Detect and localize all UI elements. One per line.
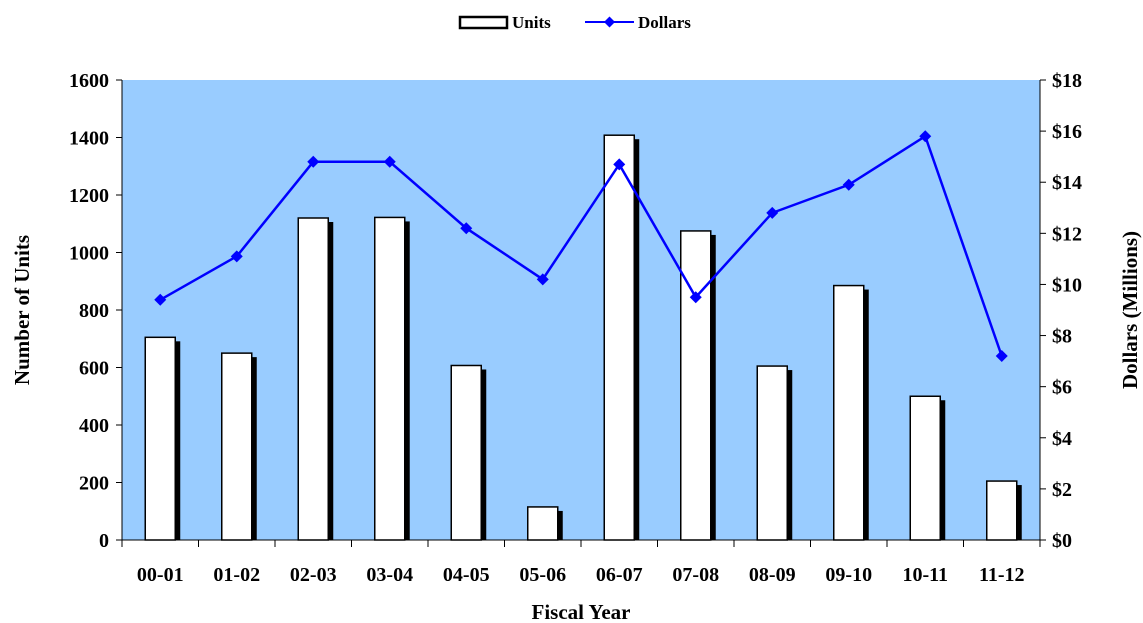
y-tick-label: 1200 [69, 185, 109, 207]
units-bar [909, 395, 941, 541]
dollars-marker [307, 155, 320, 168]
units-bar [756, 365, 788, 541]
y2-tick-label: $12 [1052, 223, 1082, 245]
dollars-marker [842, 178, 855, 191]
x-tick-label: 07-08 [672, 564, 719, 586]
dollars-marker [460, 222, 473, 235]
y2-tick-label: $10 [1052, 274, 1082, 296]
dollars-marker [536, 273, 549, 286]
y2-tick-label: $16 [1052, 121, 1082, 143]
legend: Units Dollars [458, 13, 691, 32]
y-tick-label: 1400 [69, 128, 109, 150]
dollars-marker [995, 350, 1008, 362]
dollars-marker [383, 155, 396, 168]
x-axis-ticks: 00-01 01-02 02-03 03-04 04-05 05-06 06-07 07-08… [121, 540, 1041, 586]
units-bar [603, 134, 635, 541]
y2-tick-label: $2 [1052, 479, 1072, 501]
x-tick-label: 00-01 [137, 564, 184, 586]
dollars-marker [919, 130, 932, 143]
y-tick-label: 800 [79, 300, 109, 322]
y-axis-title: Number of Units [10, 235, 34, 385]
x-tick-label: 01-02 [213, 564, 260, 586]
dollars-marker [766, 206, 779, 219]
y-tick-label: 400 [79, 415, 109, 437]
dollars-line [159, 134, 1003, 357]
legend-units-label: Units [512, 13, 551, 32]
x-tick-label: 06-07 [596, 564, 643, 586]
dollars-marker [154, 293, 167, 306]
x-tick-label: 02-03 [290, 564, 337, 586]
x-tick-label: 08-09 [749, 564, 796, 586]
units-bar [221, 352, 253, 541]
units-bar [986, 480, 1018, 541]
legend-units-swatch [458, 15, 509, 30]
y-tick-label: 1000 [69, 243, 109, 265]
y2-tick-label: $4 [1052, 428, 1072, 450]
dollars-line-layer [154, 130, 1008, 362]
x-axis-title: Fiscal Year [532, 600, 631, 623]
y2-tick-label: $18 [1052, 70, 1082, 92]
units-bar [833, 284, 865, 541]
y2-tick-label: $6 [1052, 377, 1072, 399]
y2-axis-ticks: $0 $2 $4 $6 $8 $10 $12 $14 $16 $18 [1040, 70, 1082, 552]
units-bar [450, 364, 482, 541]
dollars-marker [613, 158, 626, 171]
y-axis-ticks: 0 200 400 600 800 1000 1200 1400 1600 [69, 70, 122, 552]
x-tick-label: 04-05 [443, 564, 490, 586]
y2-tick-label: $8 [1052, 326, 1072, 348]
y-tick-label: 1600 [69, 70, 109, 92]
y2-tick-label: $14 [1052, 172, 1082, 194]
x-tick-label: 05-06 [519, 564, 566, 586]
x-tick-label: 10-11 [902, 564, 948, 586]
y-tick-label: 0 [99, 530, 109, 552]
y-tick-label: 200 [79, 473, 109, 495]
y-tick-label: 600 [79, 358, 109, 380]
units-bar [297, 217, 329, 541]
x-tick-label: 03-04 [366, 564, 413, 586]
units-bar [527, 506, 559, 541]
plot-area [122, 80, 1040, 540]
units-bar [374, 216, 406, 541]
legend-dollars-marker [604, 16, 615, 28]
legend-dollars-label: Dollars [638, 13, 691, 32]
y2-tick-label: $0 [1052, 530, 1072, 552]
x-tick-label: 11-12 [979, 564, 1025, 586]
units-bar [144, 336, 176, 541]
y2-axis-title: Dollars (Millions) [1118, 231, 1142, 389]
dollars-marker [230, 250, 243, 263]
dollars-marker [689, 291, 702, 304]
x-tick-label: 09-10 [825, 564, 872, 586]
